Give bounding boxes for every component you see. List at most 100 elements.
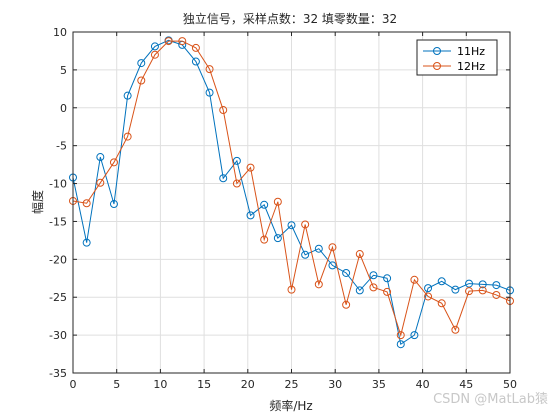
data-point-12hz	[396, 331, 405, 340]
data-point-12hz	[355, 250, 364, 259]
data-point-11hz	[314, 244, 323, 253]
watermark: CSDN @MatLab猿	[433, 392, 548, 407]
y-tick-label: -15	[49, 215, 67, 228]
data-point-11hz	[205, 88, 214, 97]
data-point-11hz	[273, 234, 282, 243]
legend-box	[416, 39, 498, 76]
x-tick-label: 50	[503, 378, 517, 391]
data-point-11hz	[342, 268, 351, 277]
legend-marker	[433, 62, 441, 70]
data-point-12hz	[246, 163, 255, 172]
data-point-11hz	[301, 250, 310, 259]
legend-item-12hz: 12Hz	[423, 60, 485, 73]
y-tick-label: -35	[49, 367, 67, 380]
x-tick-label: 10	[153, 378, 167, 391]
data-point-12hz	[342, 300, 351, 309]
y-tick-label: -25	[49, 291, 67, 304]
x-tick-label: 15	[197, 378, 211, 391]
data-point-12hz	[150, 50, 159, 59]
data-point-11hz	[410, 331, 419, 340]
data-point-11hz	[465, 279, 474, 288]
legend-marker	[433, 47, 441, 55]
series-line-11hz	[72, 39, 511, 346]
data-point-12hz	[123, 132, 132, 141]
data-point-12hz	[465, 287, 474, 296]
data-point-12hz	[178, 37, 187, 46]
x-tick-label: 35	[372, 378, 386, 391]
y-tick-label: -10	[49, 178, 67, 191]
data-point-11hz	[150, 42, 159, 51]
data-point-11hz	[191, 57, 200, 66]
data-point-11hz	[451, 285, 460, 294]
data-point-11hz	[383, 274, 392, 283]
y-tick-label: -20	[49, 253, 67, 266]
data-point-12hz	[410, 275, 419, 284]
data-point-12hz	[287, 285, 296, 294]
y-tick-label: 10	[53, 26, 67, 39]
x-tick-label: 20	[241, 378, 255, 391]
x-tick-label: 45	[459, 378, 473, 391]
x-tick-label: 40	[416, 378, 430, 391]
data-point-12hz	[492, 290, 501, 299]
data-point-11hz	[137, 59, 146, 68]
x-tick-label: 30	[328, 378, 342, 391]
data-point-12hz	[137, 76, 146, 85]
x-tick-label: 25	[285, 378, 299, 391]
y-tick-label: 5	[60, 64, 67, 77]
legend: 11Hz 12Hz	[416, 39, 498, 76]
data-point-11hz	[232, 156, 241, 165]
data-point-11hz	[355, 286, 364, 295]
data-point-12hz	[478, 286, 487, 295]
x-tick-label: 0	[70, 378, 77, 391]
data-point-12hz	[109, 158, 118, 167]
data-point-12hz	[191, 43, 200, 52]
data-point-11hz	[123, 91, 132, 100]
data-point-12hz	[273, 197, 282, 206]
legend-label: 12Hz	[457, 60, 485, 73]
data-point-12hz	[205, 65, 214, 74]
data-point-12hz	[219, 106, 228, 115]
y-tick-label: 0	[60, 102, 67, 115]
data-point-12hz	[164, 37, 173, 46]
data-point-11hz	[219, 174, 228, 183]
x-tick-label: 5	[113, 378, 120, 391]
data-point-11hz	[82, 238, 91, 247]
legend-label: 11Hz	[457, 45, 485, 58]
data-point-12hz	[301, 220, 310, 229]
y-tick-label: -5	[56, 140, 67, 153]
data-point-12hz	[260, 235, 269, 244]
data-point-12hz	[314, 280, 323, 289]
data-point-12hz	[82, 199, 91, 208]
data-point-11hz	[287, 221, 296, 230]
data-point-11hz	[96, 153, 105, 162]
series-11hz	[69, 36, 514, 349]
series-layer	[69, 36, 514, 349]
data-point-12hz	[369, 283, 378, 292]
data-point-12hz	[232, 179, 241, 188]
data-point-11hz	[478, 280, 487, 289]
data-point-11hz	[260, 200, 269, 209]
data-point-11hz	[492, 281, 501, 290]
data-point-11hz	[328, 261, 337, 270]
data-point-11hz	[437, 277, 446, 286]
axis-ticks: 0 5 10 15 20 25 30 35 40 45 501050-5-10-15-20-25-3…	[49, 26, 517, 391]
x-axis-label: 频率/Hz	[269, 398, 312, 413]
data-point-12hz	[424, 292, 433, 301]
data-point-12hz	[383, 287, 392, 296]
series-line-12hz	[72, 40, 511, 337]
data-point-12hz	[328, 243, 337, 252]
data-point-11hz	[246, 211, 255, 220]
y-tick-label: -30	[49, 329, 67, 342]
y-axis-label: 幅度	[30, 190, 45, 214]
data-point-12hz	[96, 178, 105, 187]
data-point-11hz	[109, 200, 118, 209]
data-point-11hz	[396, 340, 405, 349]
data-point-12hz	[451, 325, 460, 334]
data-point-11hz	[369, 271, 378, 280]
data-point-11hz	[424, 284, 433, 293]
series-12hz	[69, 37, 514, 340]
chart-title: 独立信号，采样点数：32 填零数量：32	[183, 11, 397, 26]
legend-item-11hz: 11Hz	[423, 45, 485, 58]
data-point-12hz	[437, 299, 446, 308]
